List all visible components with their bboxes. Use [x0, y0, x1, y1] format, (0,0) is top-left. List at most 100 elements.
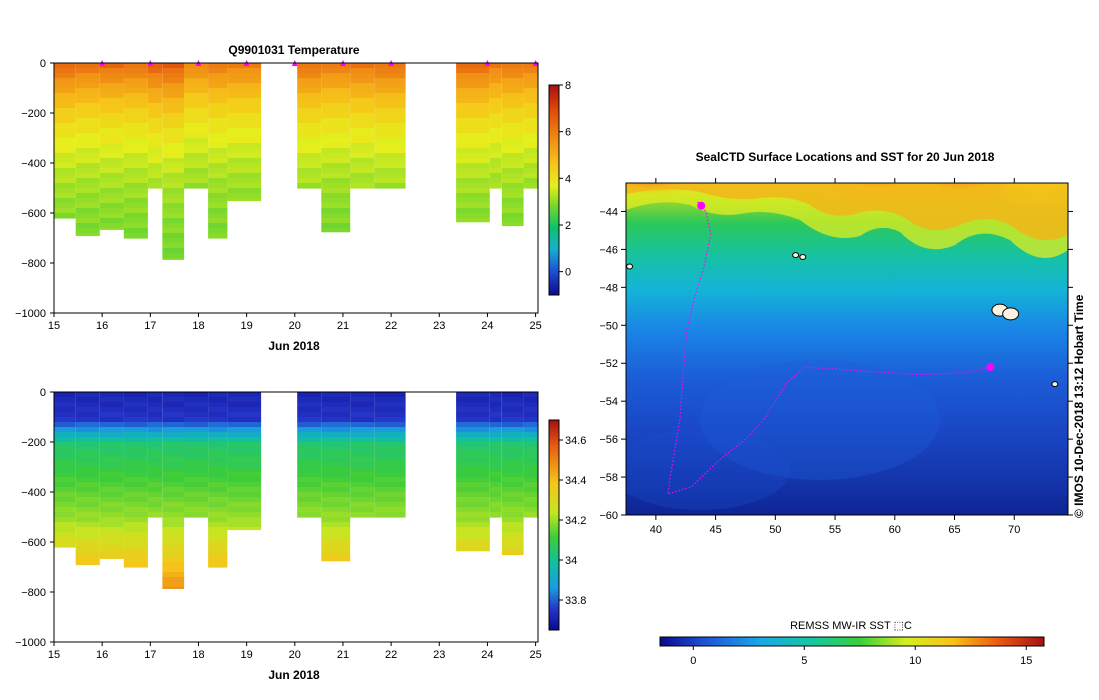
- profile-cell: [75, 392, 100, 398]
- profile-cell: [99, 138, 124, 144]
- profile-cell: [489, 482, 502, 488]
- profile-cell: [321, 218, 351, 224]
- profile-cell: [147, 88, 163, 94]
- profile-cell: [208, 78, 228, 84]
- profile-cell: [75, 442, 100, 448]
- profile-cell: [227, 502, 262, 508]
- profile-cell: [99, 402, 124, 408]
- profile-cell: [456, 512, 490, 518]
- profile-cell: [489, 143, 502, 149]
- profile-cell: [54, 98, 76, 104]
- profile-cell: [227, 397, 262, 403]
- profile-cell: [374, 138, 406, 144]
- profile-cell: [99, 178, 124, 184]
- profile-cell: [123, 427, 148, 433]
- profile-cell: [321, 68, 351, 74]
- map-x-tick-label: 70: [1008, 524, 1020, 536]
- profile-cell: [456, 153, 490, 159]
- profile-cell: [489, 512, 502, 518]
- profile-cell: [162, 73, 185, 79]
- salinity-plot-frame: [53, 391, 539, 643]
- profile-cell: [54, 183, 76, 189]
- profile-cell: [456, 542, 490, 548]
- profile-cell: [227, 487, 262, 493]
- profile-cell: [297, 83, 322, 89]
- profile-cell: [456, 128, 490, 134]
- profile-cell: [75, 452, 100, 458]
- profile-cell: [350, 73, 375, 79]
- profile-cell: [208, 223, 228, 229]
- profile-cell: [350, 173, 375, 179]
- profile-cell: [350, 143, 375, 149]
- profile-cell: [374, 158, 406, 164]
- profile-cell: [523, 143, 538, 149]
- profile-cell: [99, 492, 124, 498]
- profile-cell: [297, 68, 322, 74]
- profile-cell: [162, 93, 185, 99]
- profile-cell: [99, 512, 124, 518]
- profile-cell: [501, 472, 524, 478]
- profile-cell: [99, 223, 124, 229]
- profile-cell: [184, 437, 209, 443]
- profile-cell: [321, 193, 351, 199]
- profile-cell: [523, 168, 538, 174]
- profile-cell: [75, 183, 100, 189]
- profile-cell: [321, 223, 351, 229]
- profile-cell: [501, 78, 524, 84]
- profile-cell: [523, 437, 538, 443]
- profile-cell: [523, 407, 538, 413]
- profile-cell: [184, 173, 209, 179]
- profile-cell: [184, 392, 209, 398]
- profile-cell: [75, 462, 100, 468]
- profile-cell: [147, 98, 163, 104]
- profile-cell: [184, 397, 209, 403]
- profile-cell: [321, 542, 351, 548]
- profile-cell: [147, 497, 163, 503]
- profile-cell: [184, 442, 209, 448]
- profile-cell: [489, 98, 502, 104]
- x-tick-label: 18: [192, 649, 204, 661]
- profile-cell: [227, 522, 262, 528]
- profile-cell: [501, 397, 524, 403]
- profile-cell: [321, 148, 351, 154]
- profile-cell: [75, 547, 100, 553]
- profile-cell: [501, 532, 524, 538]
- profile-cell: [147, 462, 163, 468]
- profile-cell: [184, 88, 209, 94]
- profile-cell: [374, 402, 406, 408]
- profile-cell: [162, 88, 185, 94]
- profile-cell: [123, 148, 148, 154]
- x-tick-label: 16: [96, 320, 108, 332]
- profile-cell: [350, 497, 375, 503]
- profile-cell: [523, 128, 538, 134]
- profile-cell: [54, 497, 76, 503]
- profile-cell: [489, 178, 502, 184]
- profile-cell: [75, 422, 100, 428]
- profile-cell: [523, 412, 538, 418]
- temperature-colorbar: [548, 84, 560, 296]
- profile-cell: [162, 422, 185, 428]
- profile-cell: [147, 412, 163, 418]
- colorbar-tick-label: 33.8: [565, 595, 586, 607]
- profile-cell: [501, 517, 524, 523]
- profile-cell: [374, 143, 406, 149]
- map-islands: [626, 252, 1059, 388]
- profile-cell: [523, 83, 538, 89]
- profile-cell: [350, 138, 375, 144]
- temperature-x-axis: 15 16 17 18 19 20 21 22 23 24 25: [48, 313, 542, 332]
- profile-cell: [489, 497, 502, 503]
- profile-cell: [184, 73, 209, 79]
- profile-cell: [321, 113, 351, 119]
- profile-cell: [123, 477, 148, 483]
- profile-cell: [489, 73, 502, 79]
- profile-cell: [123, 68, 148, 74]
- profile-cell: [208, 502, 228, 508]
- profile-cell: [147, 148, 163, 154]
- profile-cell: [227, 113, 262, 119]
- profile-cell: [321, 158, 351, 164]
- profile-cell: [99, 417, 124, 423]
- profile-cell: [184, 98, 209, 104]
- profile-cell: [456, 73, 490, 79]
- profile-cell: [350, 83, 375, 89]
- profile-cell: [54, 63, 76, 69]
